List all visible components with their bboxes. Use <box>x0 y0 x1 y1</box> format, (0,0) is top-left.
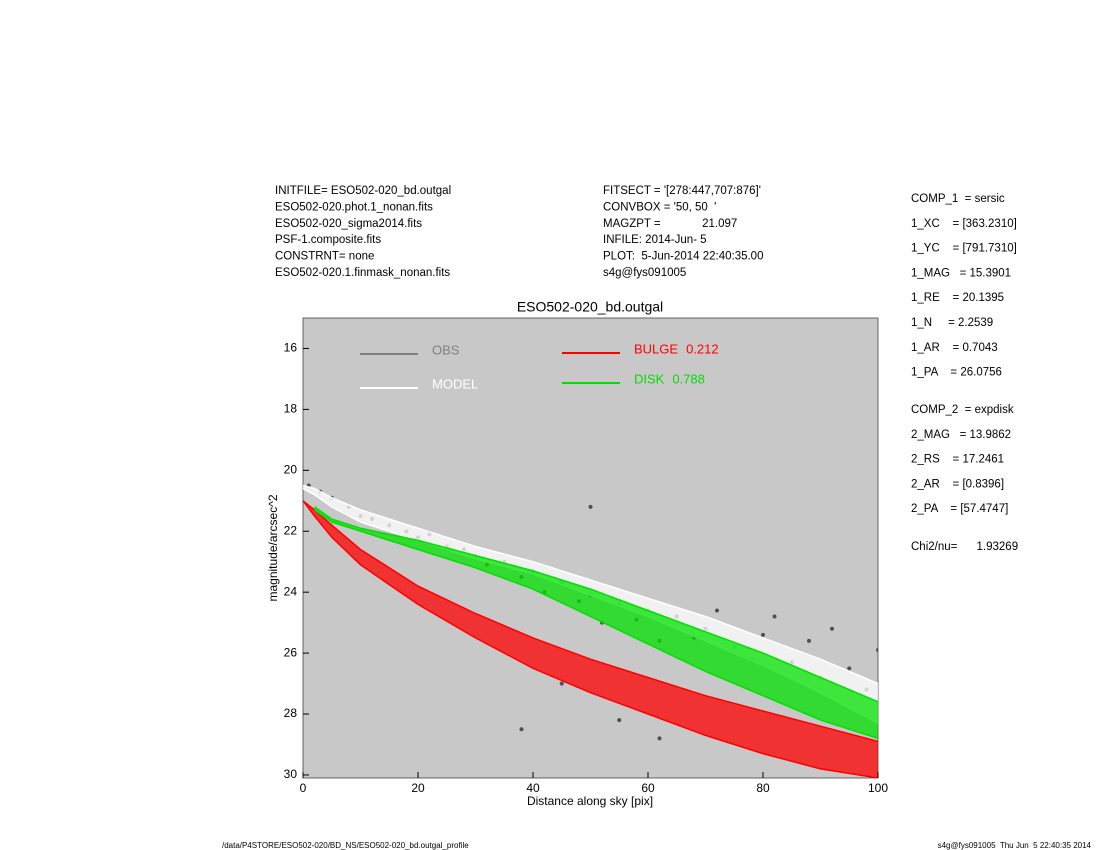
component-param: 1_AR = 0.7043 <box>911 342 998 354</box>
obs-point <box>876 648 878 653</box>
header-line: PLOT: 5-Jun-2014 22:40:35.00 <box>603 251 763 263</box>
y-tick-label: 30 <box>284 767 298 781</box>
model-band <box>303 500 878 778</box>
component-param: 2_MAG = 13.9862 <box>911 429 1011 441</box>
band-edge <box>303 484 878 685</box>
header-line: ESO502-020.phot.1_nonan.fits <box>275 201 433 213</box>
component-param: 1_PA = 26.0756 <box>911 367 1002 379</box>
header-line: MAGZPT = 21.097 <box>603 218 737 230</box>
component-param: 2_AR = [0.8396] <box>911 478 1004 490</box>
header-line: ESO502-020.1.finmask_nonan.fits <box>275 267 450 279</box>
x-axis-label: Distance along sky [pix] <box>527 794 653 808</box>
component-param: 1_N = 2.2539 <box>911 317 993 329</box>
obs-point <box>617 718 622 723</box>
obs-point <box>830 626 834 631</box>
component-param: 1_MAG = 15.3901 <box>911 267 1011 279</box>
chi2: Chi2/nu= 1.93269 <box>911 541 1018 553</box>
obs-point <box>588 504 593 509</box>
x-tick-label: 0 <box>300 781 307 795</box>
y-tick-label: 28 <box>284 706 298 720</box>
y-tick-label: 22 <box>284 523 298 537</box>
x-tick-label: 100 <box>868 781 888 795</box>
legend-label: MODEL <box>432 376 478 391</box>
band-edge <box>303 500 878 743</box>
legend-fraction: 0.788 <box>672 371 705 386</box>
x-tick-label: 60 <box>641 781 655 795</box>
obs-point <box>519 727 524 732</box>
x-tick-label: 20 <box>411 781 425 795</box>
footer-stamp: s4g@fys091005 Thu Jun 5 22:40:35 2014 <box>938 841 1092 850</box>
band-edge <box>314 509 878 740</box>
y-tick-label: 26 <box>284 645 298 659</box>
band-edge <box>303 500 878 778</box>
plot-layer <box>303 483 878 778</box>
y-tick-label: 18 <box>284 402 298 416</box>
component-param: 1_RE = 20.1395 <box>911 292 1004 304</box>
x-tick-label: 80 <box>756 781 770 795</box>
y-tick-label: 20 <box>284 462 298 476</box>
component-param: 2_RS = 17.2461 <box>911 454 1004 466</box>
model-band <box>303 485 878 724</box>
legend-label: BULGE <box>634 341 678 356</box>
legend-fraction: 0.212 <box>686 341 719 356</box>
obs-point <box>761 632 765 637</box>
footer-path: /data/P4STORE/ESO502-020/BD_NS/ESO502-02… <box>222 841 469 850</box>
model-band <box>314 506 878 739</box>
obs-point <box>772 614 777 619</box>
component-param: COMP_2 = expdisk <box>911 404 1014 416</box>
obs-point <box>847 666 852 671</box>
component-param: 1_XC = [363.2310] <box>911 218 1017 230</box>
obs-point <box>559 681 564 686</box>
header-line: CONVBOX = '50, 50 ' <box>603 201 716 213</box>
y-axis-label: magnitude/arcsec^2 <box>266 494 280 601</box>
obs-point <box>715 608 719 613</box>
component-param: 2_PA = [57.4747] <box>911 503 1008 515</box>
y-tick-label: 24 <box>284 584 298 598</box>
component-param: 1_YC = [791.7310] <box>911 243 1017 255</box>
x-tick-label: 40 <box>526 781 540 795</box>
header-line: ESO502-020_sigma2014.fits <box>275 218 422 230</box>
band-edge <box>314 506 878 703</box>
chart-title: ESO502-020_bd.outgal <box>517 299 663 315</box>
header-line: INITFILE= ESO502-020_bd.outgal <box>275 185 451 197</box>
header-line: PSF-1.composite.fits <box>275 234 381 246</box>
legend-label: OBS <box>432 342 460 357</box>
header-line: CONSTRNT= none <box>275 251 374 263</box>
component-param: COMP_1 = sersic <box>911 193 1005 205</box>
header-line: INFILE: 2014-Jun- 5 <box>603 234 707 246</box>
header-line: FITSECT = '[278:447,707:876]' <box>603 185 761 197</box>
obs-point <box>657 736 662 741</box>
y-tick-label: 16 <box>284 341 298 355</box>
obs-point <box>807 638 811 643</box>
header-line: s4g@fys091005 <box>603 267 686 279</box>
legend-label: DISK <box>634 371 665 386</box>
